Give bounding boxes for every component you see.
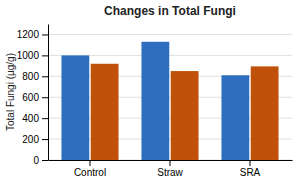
bar [171, 71, 199, 160]
x-tick: SRA [240, 160, 261, 178]
plot: 0 200 400 600 800 1000 1200 Control Straw SRA [17, 25, 293, 179]
y-tick-label: 600 [22, 92, 39, 103]
y-tick-label: 200 [22, 134, 39, 145]
y-tick-label: 800 [22, 71, 39, 82]
bar [251, 66, 279, 160]
y-tick-label: 400 [22, 113, 39, 124]
x-tick-mark [250, 160, 251, 166]
y-tick-mark [42, 55, 48, 56]
y-tick-label: 1200 [17, 29, 40, 40]
y-tick-mark [42, 76, 48, 77]
x-axis: Control Straw SRA [49, 160, 293, 178]
y-tick: 400 [22, 113, 48, 124]
y-tick-mark [42, 118, 48, 119]
title: Changes in Total Fungi [104, 4, 236, 18]
y-tick: 0 [33, 155, 48, 166]
y-tick: 1200 [17, 29, 48, 40]
x-tick: Straw [157, 160, 183, 178]
y-tick-mark [42, 139, 48, 140]
y-tick: 800 [22, 71, 48, 82]
y-tick: 1000 [17, 50, 48, 61]
x-tick-mark [170, 160, 171, 166]
x-tick-label: Control [74, 167, 106, 178]
bar [221, 75, 249, 160]
y-tick-mark [42, 34, 48, 35]
bar-series [91, 64, 279, 160]
grid [48, 34, 292, 160]
y-axis-title: Total Fungi (µg/g) [5, 53, 16, 131]
chart: 0 200 400 600 800 1000 1200 Control Straw SRA Chan… [0, 0, 300, 180]
y-axis: 0 200 400 600 800 1000 1200 [17, 25, 49, 166]
bar-series [61, 42, 249, 160]
y-axis-line [48, 25, 49, 161]
bar [141, 42, 169, 160]
bar [61, 55, 89, 160]
y-tick-mark [42, 160, 48, 161]
x-tick-label: Straw [157, 167, 183, 178]
x-tick-mark [90, 160, 91, 166]
y-tick: 600 [22, 92, 48, 103]
bars [61, 42, 278, 160]
bar [91, 64, 119, 160]
y-tick-label: 1000 [17, 50, 40, 61]
x-tick-label: SRA [240, 167, 261, 178]
grid-line [48, 34, 292, 35]
y-tick-label: 0 [33, 155, 39, 166]
y-tick-mark [42, 97, 48, 98]
x-tick: Control [74, 160, 106, 178]
y-tick: 200 [22, 134, 48, 145]
